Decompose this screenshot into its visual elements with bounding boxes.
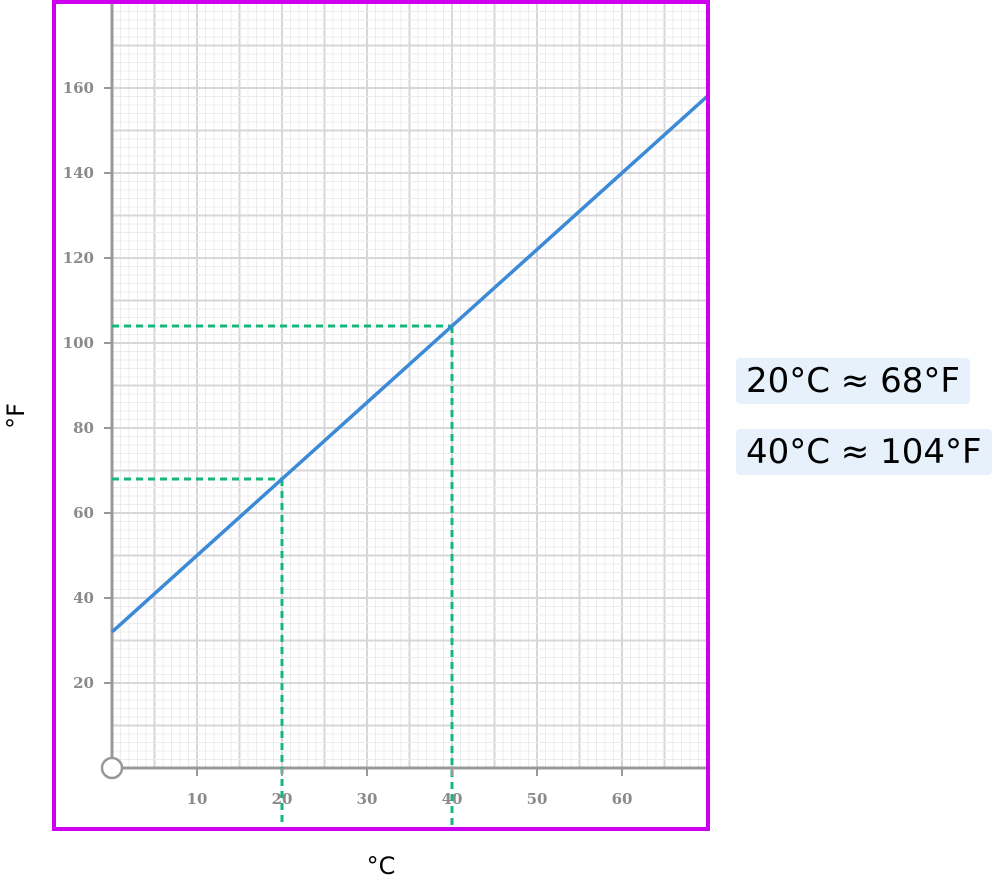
- x-tick-label: 20: [272, 790, 293, 808]
- series-line: [110, 95, 709, 634]
- axes: [100, 2, 708, 780]
- origin-marker: [100, 756, 124, 780]
- y-tick-label: 100: [63, 334, 94, 352]
- x-tick-label: 50: [527, 790, 548, 808]
- x-tick-label: 10: [187, 790, 208, 808]
- x-tick-label: 30: [357, 790, 378, 808]
- y-tick-label: 80: [73, 419, 94, 437]
- tick-labels: 10 20 30 40 50 60 20 40 60 80 100 120 140 160: [63, 79, 633, 808]
- callout-20c: 20°C ≈ 68°F: [736, 358, 970, 404]
- y-tick-label: 120: [63, 249, 94, 267]
- grid: [112, 2, 708, 768]
- y-axis-label: °F: [2, 403, 30, 429]
- y-tick-label: 160: [63, 79, 94, 97]
- chart-frame: [52, 0, 710, 831]
- y-tick-label: 140: [63, 164, 94, 182]
- callout-40c: 40°C ≈ 104°F: [736, 429, 992, 475]
- y-tick-label: 40: [73, 589, 94, 607]
- x-tick-label: 60: [612, 790, 633, 808]
- x-tick-label: 40: [442, 790, 463, 808]
- x-axis-label: °C: [367, 852, 396, 880]
- series-layer: [110, 95, 709, 634]
- y-tick-label: 20: [73, 674, 94, 692]
- y-tick-label: 60: [73, 504, 94, 522]
